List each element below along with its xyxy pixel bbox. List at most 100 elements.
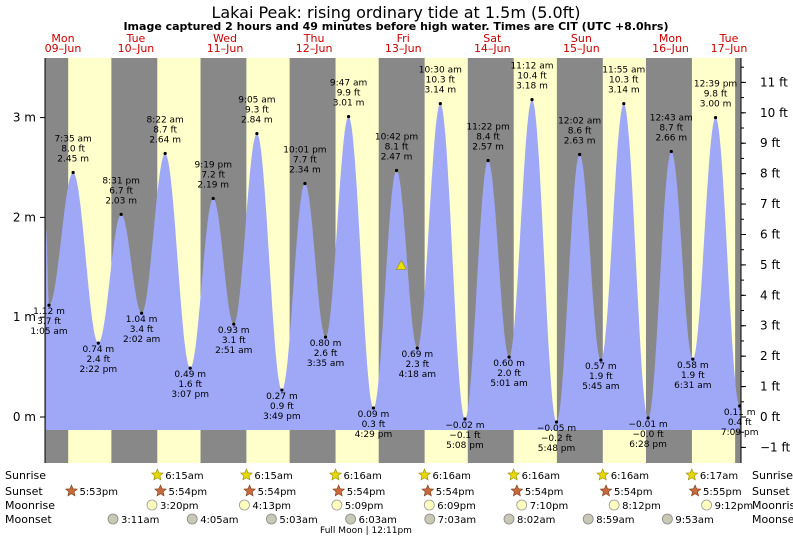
tide-label: 8.4 ft [476, 133, 500, 143]
tide-label: 2.6 ft [314, 349, 338, 359]
astro-row-label-left: Moonrise [5, 499, 55, 512]
tide-label: −0.1 ft [449, 431, 481, 441]
tide-label: 2.57 m [472, 143, 504, 153]
astro-row-label-right: Moonset [752, 513, 793, 526]
tide-point [669, 149, 673, 154]
sunrise-time: 6:17am [700, 471, 738, 482]
tide-label: 0.4 ft [728, 418, 752, 428]
moonset-time: 8:02am [517, 515, 555, 526]
astro-row-label-right: Sunset [752, 485, 790, 498]
tide-label: 11:55 am [602, 66, 645, 76]
axes: 0 m 1 m 2 m 3 m −1 ft 0 ft 1 ft 2 ft 3 ft 4 ft 5 f… [13, 58, 791, 463]
left-tick-label: 1 m [13, 310, 36, 324]
sunset-time: 5:54pm [169, 487, 208, 498]
right-tick-label: 9 ft [760, 136, 780, 150]
day-date: 11–Jun [207, 42, 244, 55]
tide-label: 9.3 ft [245, 106, 269, 116]
tide-label: 10:42 pm [375, 132, 418, 142]
tide-label: 2.64 m [149, 136, 181, 146]
tide-label: 2.66 m [655, 134, 687, 144]
tide-label: 9:19 pm [194, 160, 232, 170]
tide-label: 2.45 m [57, 154, 89, 164]
tide-label: 5:45 am [582, 382, 619, 392]
tide-label: −0.01 m [628, 420, 667, 430]
tide-label: 6:28 pm [629, 440, 667, 450]
sunrise-icon [329, 468, 342, 481]
tide-fill [46, 99, 740, 430]
tide-label: −0.02 m [445, 421, 484, 431]
right-tick-label: 5 ft [760, 258, 780, 272]
right-tick-label: 7 ft [760, 197, 780, 211]
tide-label: 3:35 am [307, 359, 344, 369]
sunset-time: 5:54pm [258, 487, 297, 498]
sunrise-icon [685, 468, 699, 481]
tide-label: 6.7 ft [109, 186, 133, 196]
tide-point [255, 131, 259, 136]
right-tick-label: 8 ft [760, 167, 780, 181]
tide-label: 3.14 m [424, 86, 456, 96]
day-name: Sun [571, 32, 592, 45]
moonset-time: 8:59am [596, 515, 634, 526]
moonrise-icon [608, 499, 620, 511]
astro-row-label-left: Moonset [5, 513, 52, 526]
tide-point [530, 98, 534, 102]
tide-point [232, 322, 236, 326]
tide-label: 0.93 m [218, 326, 250, 336]
moonset-icon [662, 513, 673, 525]
tide-label: 0.74 m [83, 345, 115, 355]
moonrise-time: 6:09pm [437, 501, 476, 512]
tide-point [438, 102, 442, 106]
tide-label: 12:02 am [558, 117, 601, 127]
tide-label: 2.63 m [564, 137, 596, 147]
sunrise-icon [150, 468, 164, 481]
sunrise-icon [239, 468, 253, 481]
sunrise-time: 6:16am [343, 471, 381, 482]
tide-point [211, 196, 215, 201]
tide-point [280, 388, 284, 392]
tide-label: 6:31 am [674, 381, 711, 391]
day-name: Tue [126, 32, 146, 45]
tide-label: 5:08 pm [446, 441, 484, 451]
tide-point [394, 168, 399, 173]
tide-point [622, 102, 626, 106]
tide-label: 8.1 ft [385, 142, 409, 152]
tide-label: 2.19 m [197, 180, 229, 190]
tide-label: 0.9 ft [270, 402, 294, 412]
tide-label: 7:35 am [54, 134, 91, 144]
tide-point [554, 420, 559, 424]
tide-point [140, 311, 144, 315]
day-date: 09–Jun [45, 42, 82, 55]
tide-label: 4:18 am [399, 370, 436, 380]
astro-row-label-right: Sunrise [752, 469, 793, 482]
tide-label: 3:07 pm [171, 390, 209, 400]
tide-label: 3.18 m [516, 82, 548, 92]
day-name: Fri [397, 32, 410, 45]
moonset-icon [424, 513, 436, 525]
tide-point [738, 404, 742, 408]
tide-label: 2.0 ft [497, 369, 521, 379]
current-level-marker [395, 259, 407, 270]
sunrise-time: 6:16am [611, 471, 649, 482]
right-tick-label: 10 ft [760, 106, 788, 120]
tide-label: 8:22 am [146, 116, 183, 126]
tide-label: 1.04 m [126, 315, 158, 325]
day-date: 10–Jun [118, 42, 155, 55]
sunset-icon [688, 484, 702, 497]
moonrise-time: 9:12pm [715, 501, 754, 512]
tide-label: 4:29 pm [355, 430, 393, 440]
moonset-time: 9:53am [675, 515, 713, 526]
sunset-icon [332, 484, 346, 497]
tide-point [463, 417, 467, 421]
moonset-time: 5:03am [279, 515, 317, 526]
tide-label: 10.3 ft [426, 76, 456, 86]
tide-label: 3.01 m [333, 99, 365, 109]
right-tick-label: 11 ft [760, 75, 788, 89]
tide-label: 3.4 ft [130, 325, 154, 335]
tide-label: 12:39 pm [694, 80, 737, 90]
tide-point [188, 366, 192, 370]
tide-label: −0.0 ft [632, 430, 664, 440]
tide-point [323, 335, 328, 339]
moonrise-time: 3:20pm [160, 501, 199, 512]
tide-label: 2.84 m [241, 116, 273, 126]
